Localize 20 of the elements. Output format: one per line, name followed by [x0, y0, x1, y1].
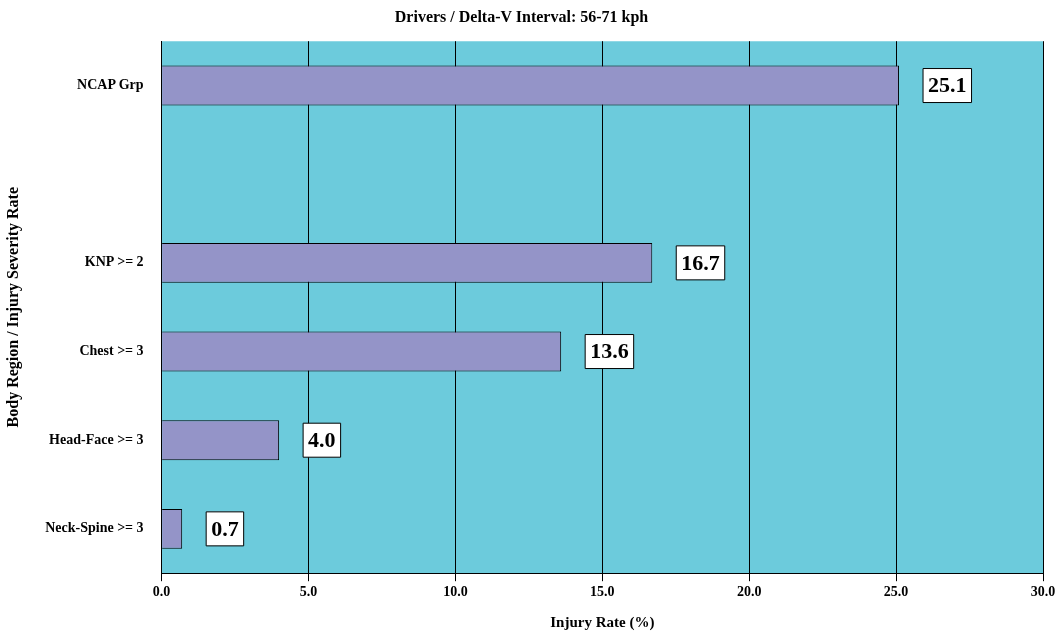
y-tick-label: KNP >= 2: [84, 254, 144, 270]
x-tick-label: 30.0: [1030, 584, 1056, 600]
x-tick-label: 15.0: [590, 584, 615, 600]
data-label: 13.6: [590, 338, 629, 364]
x-tick-label: 25.0: [883, 584, 909, 600]
y-tick-label: Neck-Spine >= 3: [45, 520, 144, 536]
data-label: 4.0: [308, 426, 336, 452]
data-label: 0.7: [211, 515, 239, 541]
x-tick-label: 20.0: [736, 584, 762, 600]
y-tick-label: Chest >= 3: [79, 343, 144, 359]
x-tick-label: 5.0: [299, 584, 318, 600]
x-tick-label: 0.0: [152, 584, 171, 600]
data-label: 16.7: [681, 249, 720, 275]
y-tick-label: NCAP Grp: [77, 77, 144, 93]
x-axis-title: Injury Rate (%): [550, 613, 655, 631]
x-tick-label: 10.0: [443, 584, 468, 600]
data-label: 25.1: [928, 72, 967, 98]
chart-title: Drivers / Delta-V Interval: 56-71 kph: [394, 7, 649, 26]
y-tick-label: Head-Face >= 3: [49, 431, 144, 447]
y-axis-title: Body Region / Injury Severity Rate: [3, 186, 22, 428]
